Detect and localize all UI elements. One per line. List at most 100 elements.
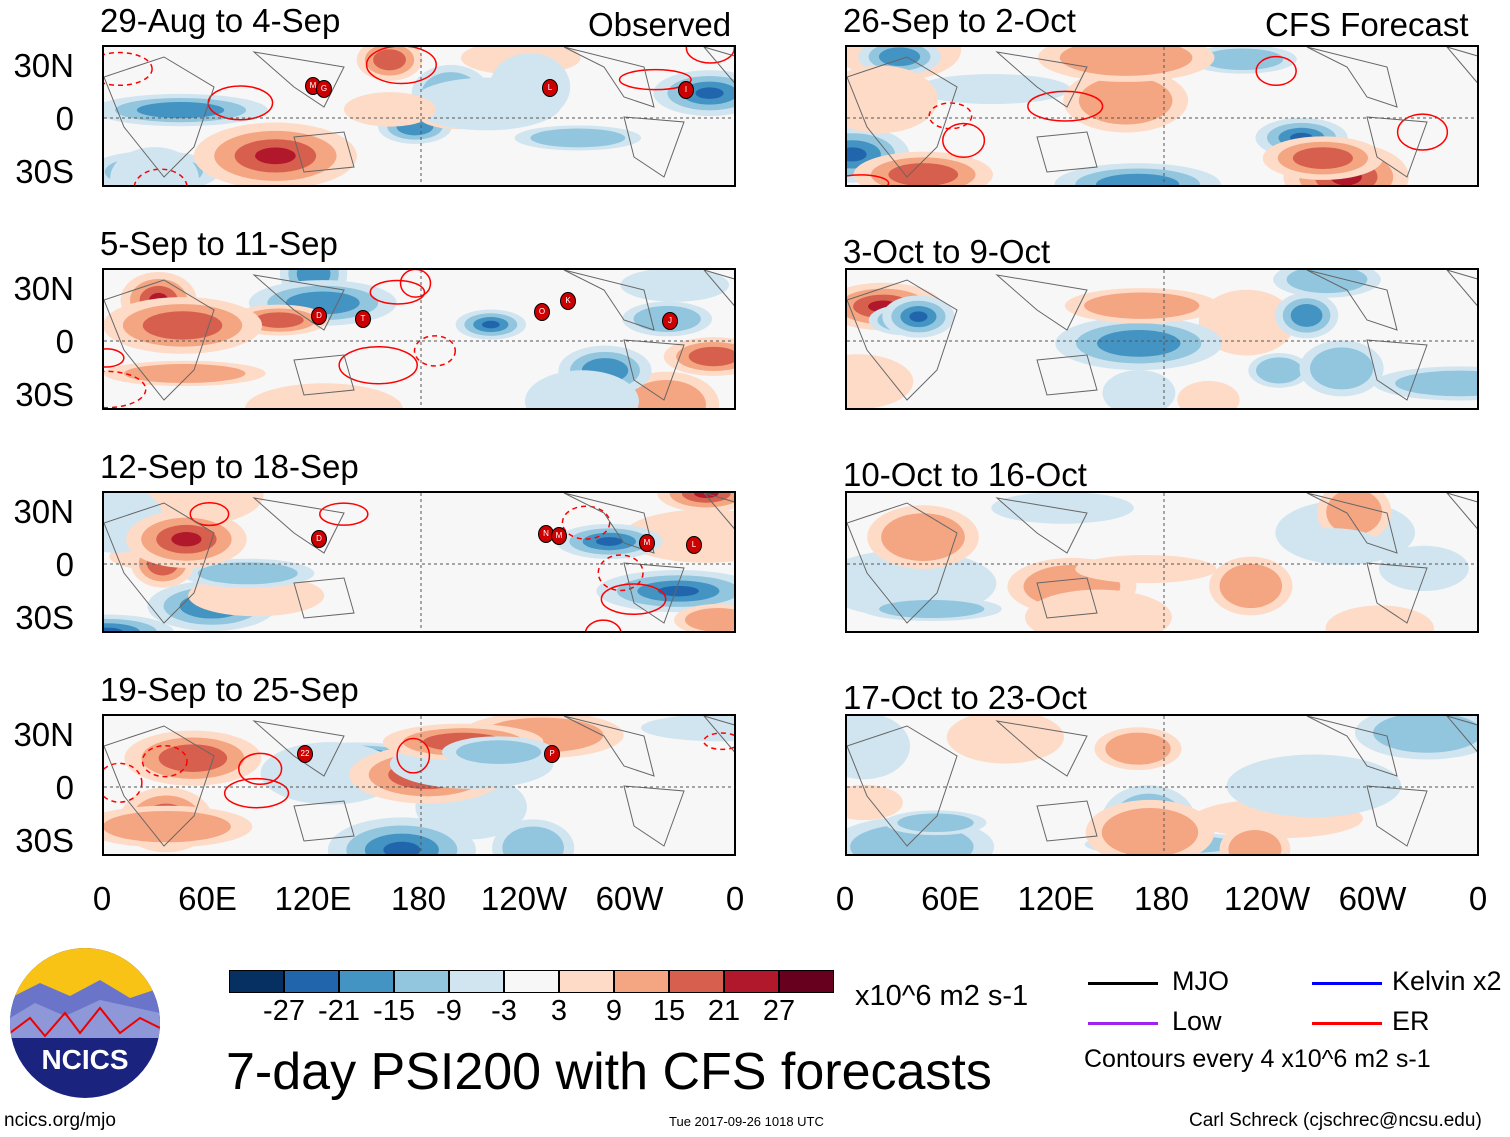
footer-timestamp: Tue 2017-09-26 1018 UTC	[669, 1114, 824, 1129]
er-contour	[1027, 90, 1104, 122]
lat-label: 0	[55, 100, 74, 137]
anomaly-shading	[1219, 563, 1283, 609]
anomaly-shading	[1283, 528, 1379, 558]
colorbar-label: -9	[436, 995, 462, 1027]
colorbar-swatch	[449, 970, 504, 993]
lon-label: 0	[1468, 880, 1488, 917]
tropical-cyclone-marker: L	[542, 79, 558, 97]
anomaly-shading	[524, 370, 639, 408]
colorbar-swatch	[504, 970, 559, 993]
continent-outlines	[104, 716, 734, 847]
er-contour	[1396, 113, 1449, 151]
er-contour	[396, 737, 431, 774]
kelvin-line	[1312, 982, 1382, 985]
observed-header: Observed	[588, 6, 732, 43]
anomaly-shading	[1256, 357, 1303, 384]
tropical-cyclone-marker: J	[662, 312, 678, 330]
anomaly-shading	[1379, 545, 1469, 592]
colorbar-swatch	[724, 970, 779, 993]
lon-label: 120W	[1223, 880, 1311, 917]
lat-label: 0	[55, 546, 74, 583]
tropical-cyclone-marker: O	[534, 303, 550, 321]
anomaly-shading	[254, 312, 304, 328]
colorbar-swatch	[339, 970, 394, 993]
er-contour	[942, 122, 986, 159]
lon-label: 60W	[595, 880, 664, 917]
tropical-cyclone-marker: D	[311, 307, 327, 325]
anomaly-shading	[1078, 76, 1173, 125]
lat-label: 30S	[15, 376, 74, 413]
colorbar-swatch	[394, 970, 449, 993]
anomaly-shading	[879, 599, 985, 619]
anomaly-shading	[142, 311, 223, 340]
anomaly-shading	[695, 87, 724, 99]
lon-label: 120E	[1017, 880, 1095, 917]
panel-title: 3-Oct to 9-Oct	[843, 233, 1051, 270]
anomaly-shading	[1226, 754, 1402, 818]
anomaly-shading	[657, 585, 699, 597]
low-line	[1088, 1022, 1158, 1025]
anomaly-shading	[158, 744, 228, 772]
er-line	[1312, 1022, 1382, 1025]
tropical-cyclone-marker: K	[560, 292, 576, 310]
anomaly-shading	[688, 346, 734, 367]
legend-er: ER	[1392, 1006, 1430, 1036]
panel-title: 5-Sep to 11-Sep	[100, 225, 338, 262]
er-contour	[685, 47, 734, 64]
map-panel	[845, 714, 1479, 856]
er-contour	[365, 47, 437, 85]
anomaly-shading	[847, 716, 911, 780]
panel-title: 26-Sep to 2-Oct	[843, 2, 1076, 39]
anomaly-shading	[373, 49, 406, 71]
tropical-cyclone-marker: M	[551, 527, 567, 545]
er-contour	[561, 505, 611, 540]
anomaly-shading	[1325, 605, 1434, 631]
anomaly-shading	[1228, 829, 1282, 854]
anomaly-shading	[1292, 147, 1353, 169]
colorbar-label: 27	[762, 995, 796, 1027]
anomaly-shading	[909, 311, 928, 322]
anomaly-shading	[641, 716, 734, 742]
anomaly-shading	[110, 147, 199, 185]
lon-label: 120E	[274, 880, 352, 917]
er-contour	[928, 102, 973, 130]
legend-mjo: MJO	[1172, 966, 1229, 996]
er-contour	[104, 370, 147, 408]
anomaly-shading	[595, 537, 623, 546]
lat-label: 30S	[15, 822, 74, 859]
colorbar-label: 9	[605, 995, 623, 1027]
continent-outlines	[847, 270, 1477, 401]
legend-kelvin: Kelvin x2	[1392, 966, 1502, 996]
colorbar-swatch	[559, 970, 614, 993]
anomaly-shading	[878, 47, 921, 67]
lon-label: 60E	[178, 880, 237, 917]
footer-url[interactable]: ncics.org/mjo	[4, 1110, 116, 1131]
lon-label: 180	[1133, 880, 1190, 917]
forecast-header: CFS Forecast	[1265, 6, 1469, 43]
anomaly-shading	[255, 147, 296, 165]
colorbar-swatch	[614, 970, 669, 993]
anomaly-shading	[104, 810, 231, 843]
colorbar-swatch	[229, 970, 284, 993]
er-contour	[584, 619, 622, 631]
lon-label: 120W	[480, 880, 568, 917]
er-contour	[847, 174, 890, 185]
map-panel	[845, 45, 1479, 187]
er-contour	[413, 335, 457, 367]
er-contour	[319, 502, 369, 526]
panel-title: 19-Sep to 25-Sep	[100, 671, 359, 708]
anomaly-shading	[136, 101, 225, 119]
anomaly-shading	[1096, 173, 1180, 185]
colorbar-swatch	[779, 970, 834, 993]
anomaly-shading	[1059, 47, 1193, 76]
lat-label: 30S	[15, 599, 74, 636]
lat-label: 30S	[15, 153, 74, 190]
anomaly-shading	[1290, 303, 1323, 327]
colorbar-swatch	[284, 970, 339, 993]
panel-title: 10-Oct to 16-Oct	[843, 456, 1087, 493]
continent-outlines	[104, 270, 734, 401]
ncics-logo: NCICS	[10, 948, 160, 1098]
er-contour	[399, 270, 432, 298]
tropical-cyclone-marker: I	[678, 81, 694, 99]
